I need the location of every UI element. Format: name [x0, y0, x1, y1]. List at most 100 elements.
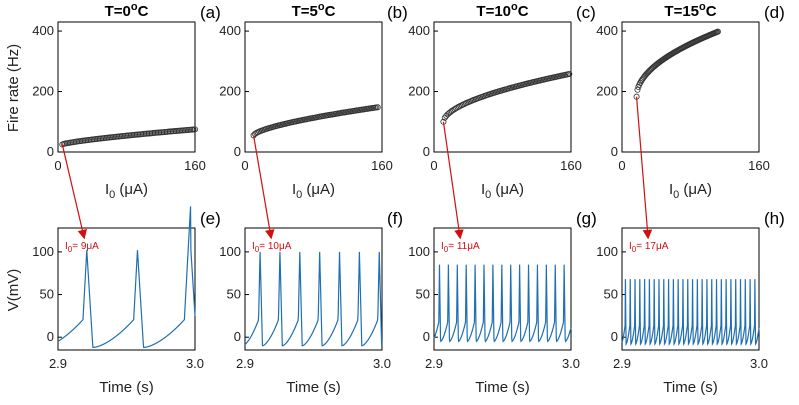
y-tick-label: 400	[408, 23, 430, 38]
xlabel-sub: 0	[109, 189, 115, 201]
annot-rest: = 11μA	[448, 241, 480, 252]
xlabel-sub: 0	[296, 189, 302, 201]
title-main: T=15	[664, 3, 699, 20]
x-tick-label: 3.0	[186, 356, 204, 371]
top-y-axis-label: Fire rate (Hz)	[5, 44, 22, 132]
bottom-y-axis-label: V(mV)	[5, 269, 22, 312]
xlabel-rest: (μA)	[115, 181, 148, 198]
y-tick-label: 50	[416, 287, 430, 302]
axes-box	[433, 227, 572, 351]
pointer-arrow	[635, 96, 653, 240]
title-main: T=0	[105, 3, 131, 20]
xlabel-main: I	[669, 181, 673, 198]
data-point	[374, 104, 381, 111]
title-unit: C	[138, 3, 149, 20]
annot-sub: 0	[68, 245, 73, 254]
current-annotation: I0= 10μA	[252, 241, 292, 254]
annot-sub: 0	[632, 245, 637, 254]
annot-main: I	[441, 241, 444, 252]
axes-box	[244, 21, 383, 153]
y-tick-label: 200	[408, 84, 430, 99]
xlabel-rest: (μA)	[491, 181, 524, 198]
xlabel-main: I	[481, 181, 485, 198]
x-tick-label: 2.9	[613, 356, 631, 371]
axes-box	[621, 227, 760, 351]
panel-letter: (f)	[387, 209, 403, 228]
y-tick-label: 200	[219, 84, 241, 99]
panel-letter: (g)	[576, 209, 597, 228]
data-point	[566, 71, 573, 78]
title-degree: o	[318, 1, 325, 13]
y-tick-label: 200	[32, 84, 54, 99]
axes-box	[621, 21, 760, 153]
x-tick-label: 2.9	[49, 356, 67, 371]
panel-letter: (d)	[764, 3, 785, 22]
y-tick-label: 50	[604, 287, 618, 302]
axes-box	[433, 21, 572, 153]
voltage-trace	[244, 251, 383, 347]
x-tick-label: 3.0	[373, 356, 391, 371]
voltage-trace	[57, 206, 196, 349]
voltage-trace	[621, 279, 760, 347]
x-axis-label: Time (s)	[99, 379, 153, 396]
pointer-arrow	[61, 144, 88, 240]
title-main: T=10	[476, 3, 511, 20]
data-point	[714, 28, 721, 35]
title-degree: o	[699, 1, 706, 13]
xlabel-sub: 0	[485, 189, 491, 201]
title-main: T=5	[292, 3, 318, 20]
x-tick-label: 160	[560, 158, 582, 173]
data-point	[634, 86, 641, 93]
pointer-arrow	[442, 121, 464, 240]
panel-letter: (e)	[200, 209, 221, 228]
voltage-panel-f: 0 50 100 2.9 3.0 (f) Time (s) I0= 10μA	[219, 209, 403, 396]
current-annotation: I0= 17μA	[629, 241, 669, 254]
y-tick-label: 0	[611, 329, 618, 344]
x-axis-label: I0 (μA)	[669, 181, 712, 201]
y-tick-label: 100	[219, 244, 241, 259]
x-axis-label: Time (s)	[286, 379, 340, 396]
title-degree: o	[131, 1, 138, 13]
panel-letter: (a)	[200, 3, 221, 22]
x-tick-label: 2.9	[425, 356, 443, 371]
x-tick-label: 160	[371, 158, 393, 173]
panel-letter: (c)	[576, 3, 596, 22]
y-tick-label: 0	[47, 329, 54, 344]
title-degree: o	[511, 1, 518, 13]
panel-title: T=15oC	[664, 1, 716, 20]
y-tick-label: 200	[596, 84, 618, 99]
annot-rest: = 9μA	[72, 241, 99, 252]
y-tick-label: 50	[227, 287, 241, 302]
title-unit: C	[325, 3, 336, 20]
annot-main: I	[629, 241, 632, 252]
x-tick-label: 2.9	[236, 356, 254, 371]
x-tick-label: 0	[618, 158, 625, 173]
y-tick-label: 0	[423, 329, 430, 344]
y-tick-label: 100	[596, 244, 618, 259]
y-tick-label: 0	[234, 144, 241, 159]
annot-main: I	[65, 241, 68, 252]
y-tick-label: 0	[611, 144, 618, 159]
y-tick-label: 100	[32, 244, 54, 259]
x-axis-label: I0 (μA)	[292, 181, 335, 201]
annot-sub: 0	[255, 245, 260, 254]
y-tick-label: 0	[47, 144, 54, 159]
y-tick-label: 100	[408, 244, 430, 259]
axes-box	[57, 21, 196, 153]
x-tick-label: 3.0	[562, 356, 580, 371]
y-tick-label: 0	[423, 144, 430, 159]
panel-letter: (h)	[764, 209, 785, 228]
axes-box	[57, 227, 196, 351]
axes-box	[244, 227, 383, 351]
pointer-arrow	[252, 135, 275, 240]
panel-title: T=5oC	[292, 1, 336, 20]
y-tick-label: 0	[234, 329, 241, 344]
y-tick-label: 400	[219, 23, 241, 38]
title-unit: C	[518, 3, 529, 20]
y-tick-label: 400	[596, 23, 618, 38]
